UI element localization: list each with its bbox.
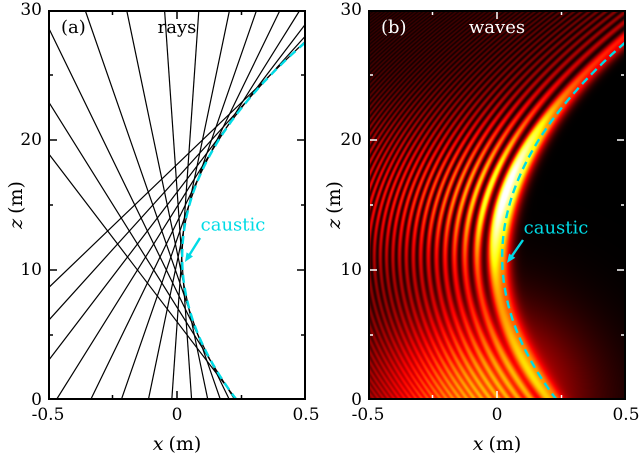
ray-line	[48, 34, 306, 322]
ray-line	[89, 10, 281, 400]
panel-b-x-axis-label: x (m)	[473, 433, 522, 455]
z-unit: (m)	[5, 181, 27, 214]
caustic-label-a: caustic	[200, 214, 266, 236]
panel-a-plot-area: (a) rays caustic	[48, 10, 306, 400]
panel-a-title: rays	[157, 17, 197, 38]
z-unit: (m)	[323, 181, 345, 214]
y-tick-label-a: 20	[20, 130, 42, 150]
y-tick-label-a: 10	[20, 260, 42, 280]
caustic-arrowhead	[507, 253, 516, 263]
panel-b-plot-area: (b) waves caustic	[368, 10, 626, 400]
caustic-curve	[181, 40, 306, 400]
panel-b-y-axis-label: z (m)	[323, 181, 345, 229]
caustic-arrow	[510, 239, 524, 258]
rays-plot-svg	[48, 10, 306, 400]
x-tick-label-a: -0.5	[31, 405, 65, 425]
x-variable: x	[152, 433, 164, 455]
ray-line	[48, 22, 306, 363]
x-unit: (m)	[168, 433, 202, 455]
y-tick-label-a: 0	[31, 390, 42, 410]
x-unit: (m)	[488, 433, 522, 455]
y-tick-label-b: 30	[340, 0, 362, 20]
z-variable: z	[323, 218, 345, 229]
panel-a-y-axis-label: z (m)	[5, 181, 27, 229]
panel-a-x-axis-label: x (m)	[153, 433, 202, 455]
plot-frame	[48, 10, 306, 400]
panel-b-title: waves	[468, 17, 526, 38]
x-tick-label-a: 0	[171, 405, 183, 425]
ray-line	[48, 39, 306, 290]
caustic-curve	[501, 40, 626, 400]
x-tick-label-b: -0.5	[351, 405, 385, 425]
y-tick-label-b: 20	[340, 130, 362, 150]
y-tick-label-a: 30	[20, 0, 42, 20]
ray-line	[55, 10, 301, 400]
ray-line	[48, 151, 238, 400]
panel-b-tag: (b)	[381, 17, 407, 38]
waves-overlay-svg	[368, 10, 626, 400]
x-variable: x	[472, 433, 484, 455]
caustic-arrowhead	[185, 252, 193, 262]
plot-frame	[368, 10, 626, 400]
y-tick-label-b: 10	[340, 260, 362, 280]
x-tick-label-b: 0	[491, 405, 503, 425]
x-tick-label-a: 0.5	[292, 405, 320, 425]
caustic-label-b: caustic	[523, 217, 589, 239]
waves-heatmap-canvas	[368, 10, 626, 400]
z-variable: z	[5, 218, 27, 229]
x-tick-label-b: 0.5	[612, 405, 640, 425]
caustic-arrow	[187, 237, 202, 257]
y-tick-label-b: 0	[351, 390, 362, 410]
panel-a-tag: (a)	[61, 17, 86, 38]
